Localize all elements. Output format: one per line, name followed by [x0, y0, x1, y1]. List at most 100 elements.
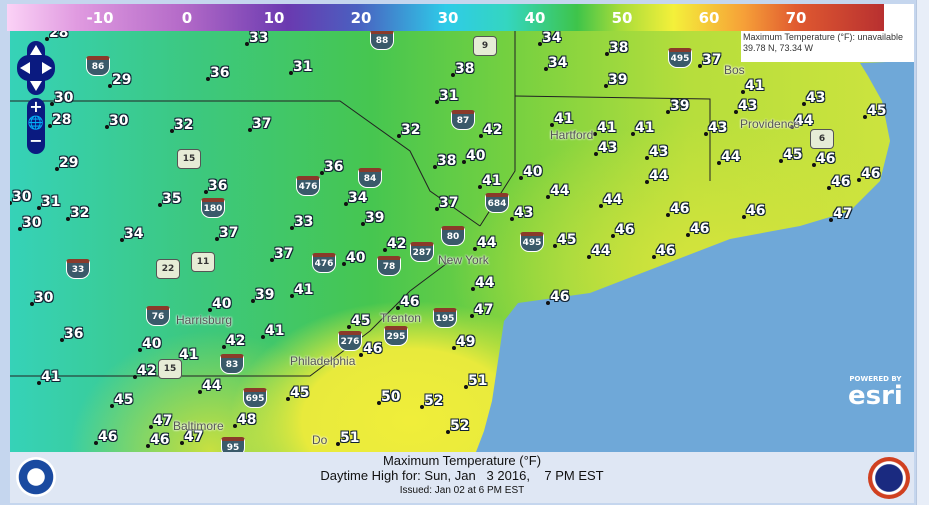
temperature-label[interactable]: 40 — [466, 148, 486, 164]
zoom-in-button[interactable]: + — [29, 97, 43, 116]
temperature-label[interactable]: 46 — [746, 203, 766, 219]
pan-control[interactable] — [17, 41, 55, 95]
temperature-label[interactable]: 39 — [670, 98, 690, 114]
pan-up-icon[interactable] — [30, 45, 42, 55]
zoom-out-button[interactable]: − — [29, 131, 43, 150]
temperature-label[interactable]: 46 — [831, 174, 851, 190]
temperature-label[interactable]: 37 — [274, 246, 294, 262]
temperature-label[interactable]: 33 — [249, 31, 269, 46]
temperature-label[interactable]: 46 — [150, 432, 170, 448]
temperature-label[interactable]: 44 — [202, 378, 222, 394]
temperature-label[interactable]: 32 — [174, 117, 194, 133]
temperature-label[interactable]: 30 — [54, 90, 74, 106]
temperature-label[interactable]: 31 — [439, 88, 459, 104]
temperature-label[interactable]: 39 — [365, 210, 385, 226]
temperature-label[interactable]: 52 — [450, 418, 470, 434]
temperature-label[interactable]: 38 — [437, 153, 457, 169]
temperature-label[interactable]: 45 — [557, 232, 577, 248]
temperature-label[interactable]: 38 — [455, 61, 475, 77]
temperature-label[interactable]: 34 — [542, 31, 562, 46]
temperature-label[interactable]: 36 — [210, 65, 230, 81]
temperature-label[interactable]: 44 — [477, 235, 497, 251]
temperature-label[interactable]: 46 — [400, 294, 420, 310]
temperature-label[interactable]: 44 — [603, 192, 623, 208]
temperature-label[interactable]: 42 — [137, 363, 157, 379]
temperature-label[interactable]: 43 — [738, 98, 758, 114]
temperature-label[interactable]: 46 — [615, 222, 635, 238]
temperature-label[interactable]: 41 — [294, 282, 314, 298]
temperature-label[interactable]: 37 — [219, 225, 239, 241]
temperature-label[interactable]: 45 — [290, 385, 310, 401]
temperature-label[interactable]: 46 — [690, 221, 710, 237]
scrollbar[interactable] — [916, 0, 929, 505]
temperature-label[interactable]: 44 — [794, 113, 814, 129]
pan-down-icon[interactable] — [30, 81, 42, 91]
temperature-label[interactable]: 43 — [708, 120, 728, 136]
temperature-label[interactable]: 33 — [294, 214, 314, 230]
temperature-label[interactable]: 30 — [12, 189, 32, 205]
temperature-label[interactable]: 30 — [34, 290, 54, 306]
temperature-label[interactable]: 41 — [482, 173, 502, 189]
temperature-label[interactable]: 37 — [252, 116, 272, 132]
temperature-label[interactable]: 32 — [70, 205, 90, 221]
temperature-label[interactable]: 41 — [635, 120, 655, 136]
temperature-label[interactable]: 29 — [112, 72, 132, 88]
temperature-label[interactable]: 44 — [649, 168, 669, 184]
temperature-label[interactable]: 49 — [456, 334, 476, 350]
temperature-label[interactable]: 46 — [861, 166, 881, 182]
temperature-label[interactable]: 40 — [142, 336, 162, 352]
temperature-label[interactable]: 38 — [609, 40, 629, 56]
temperature-label[interactable]: 51 — [468, 373, 488, 389]
temperature-label[interactable]: 45 — [114, 392, 134, 408]
temperature-label[interactable]: 35 — [162, 191, 182, 207]
temperature-label[interactable]: 43 — [806, 90, 826, 106]
temperature-label[interactable]: 45 — [867, 103, 887, 119]
temperature-label[interactable]: 42 — [226, 333, 246, 349]
temperature-label[interactable]: 39 — [608, 72, 628, 88]
pan-right-icon[interactable] — [42, 62, 52, 74]
temperature-label[interactable]: 47 — [184, 429, 204, 445]
temperature-label[interactable]: 40 — [523, 164, 543, 180]
temperature-label[interactable]: 52 — [424, 393, 444, 409]
temperature-label[interactable]: 51 — [340, 430, 360, 446]
temperature-label[interactable]: 46 — [816, 151, 836, 167]
temperature-label[interactable]: 30 — [22, 215, 42, 231]
temperature-label[interactable]: 42 — [483, 122, 503, 138]
temperature-label[interactable]: 46 — [550, 289, 570, 305]
temperature-label[interactable]: 44 — [475, 275, 495, 291]
temperature-label[interactable]: 41 — [41, 369, 61, 385]
temperature-label[interactable]: 32 — [401, 122, 421, 138]
temperature-label[interactable]: 45 — [351, 313, 371, 329]
temperature-label[interactable]: 31 — [41, 194, 61, 210]
temperature-label[interactable]: 28 — [52, 112, 72, 128]
temperature-label[interactable]: 46 — [363, 341, 383, 357]
temperature-label[interactable]: 34 — [124, 226, 144, 242]
pan-left-icon[interactable] — [20, 62, 30, 74]
temperature-label[interactable]: 42 — [387, 236, 407, 252]
temperature-label[interactable]: 44 — [591, 243, 611, 259]
temperature-label[interactable]: 36 — [208, 178, 228, 194]
temperature-label[interactable]: 43 — [598, 140, 618, 156]
temperature-label[interactable]: 29 — [59, 155, 79, 171]
temperature-label[interactable]: 34 — [348, 190, 368, 206]
temperature-label[interactable]: 34 — [548, 55, 568, 71]
temperature-label[interactable]: 36 — [324, 159, 344, 175]
temperature-label[interactable]: 40 — [212, 296, 232, 312]
temperature-label[interactable]: 37 — [439, 195, 459, 211]
temperature-label[interactable]: 41 — [265, 323, 285, 339]
temperature-label[interactable]: 30 — [109, 113, 129, 129]
temperature-label[interactable]: 46 — [670, 201, 690, 217]
temperature-label[interactable]: 41 — [745, 78, 765, 94]
temperature-label[interactable]: 37 — [702, 52, 722, 68]
temperature-label[interactable]: 31 — [293, 59, 313, 75]
temperature-label[interactable]: 44 — [550, 183, 570, 199]
temperature-label[interactable]: 47 — [474, 302, 494, 318]
temperature-map[interactable]: 28 33 34 38 37 29 36 31 38 34 39 30 31 41 43 39 43 45 28 30… — [10, 31, 914, 452]
temperature-label[interactable]: 44 — [721, 149, 741, 165]
temperature-label[interactable]: 43 — [649, 144, 669, 160]
temperature-label[interactable]: 28 — [49, 31, 69, 41]
temperature-label[interactable]: 39 — [255, 287, 275, 303]
globe-icon[interactable]: 🌐 — [27, 116, 45, 131]
temperature-label[interactable]: 41 — [554, 111, 574, 127]
temperature-label[interactable]: 47 — [153, 413, 173, 429]
